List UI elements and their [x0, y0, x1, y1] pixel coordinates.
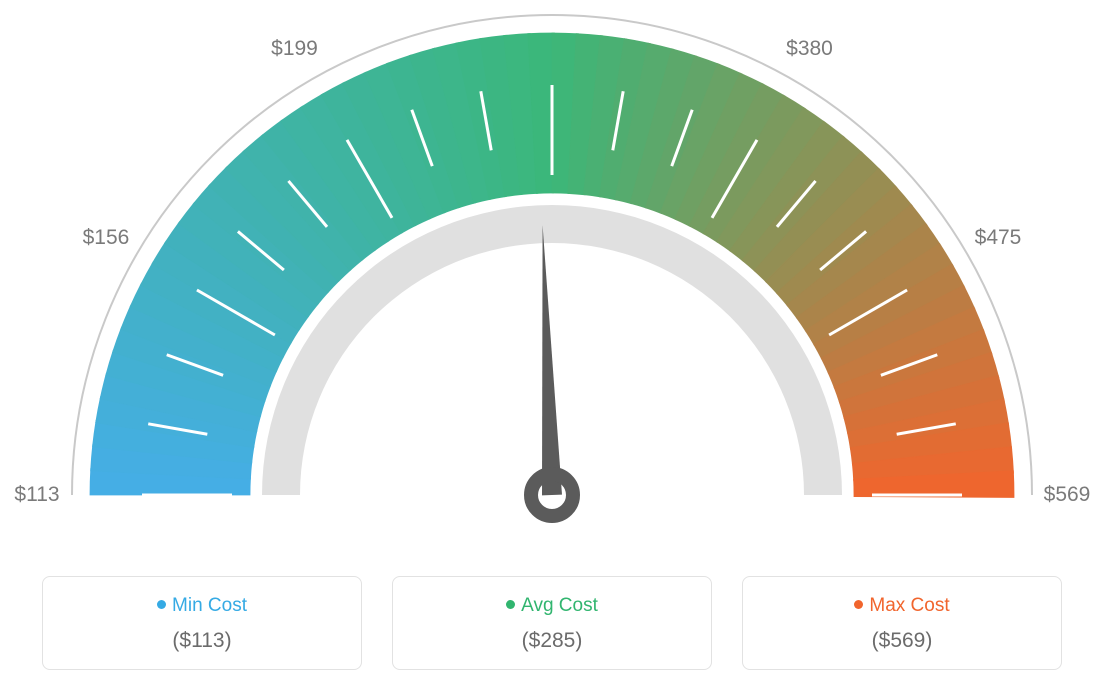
legend-value-min: ($113) — [53, 629, 351, 653]
gauge-area: $113$156$199$285$380$475$569 — [0, 0, 1104, 560]
gauge-svg — [0, 0, 1104, 560]
legend-dot-max — [854, 600, 863, 609]
legend-card-min: Min Cost ($113) — [42, 576, 362, 670]
legend-title-avg: Avg Cost — [403, 595, 701, 617]
legend-card-avg: Avg Cost ($285) — [392, 576, 712, 670]
gauge-tick-label: $569 — [1044, 483, 1091, 507]
legend-dot-avg — [506, 600, 515, 609]
gauge-tick-label: $156 — [83, 226, 130, 250]
gauge-tick-label: $475 — [975, 226, 1022, 250]
legend-label-min: Min Cost — [172, 595, 247, 616]
legend-label-avg: Avg Cost — [521, 595, 598, 616]
legend-title-max: Max Cost — [753, 595, 1051, 617]
legend-title-min: Min Cost — [53, 595, 351, 617]
gauge-tick-label: $380 — [786, 37, 833, 61]
legend-label-max: Max Cost — [869, 595, 949, 616]
cost-gauge-widget: $113$156$199$285$380$475$569 Min Cost ($… — [0, 0, 1104, 690]
legend-value-avg: ($285) — [403, 629, 701, 653]
legend-value-max: ($569) — [753, 629, 1051, 653]
gauge-tick-label: $199 — [271, 37, 318, 61]
legend-dot-min — [157, 600, 166, 609]
gauge-tick-label: $113 — [14, 483, 59, 507]
legend-row: Min Cost ($113) Avg Cost ($285) Max Cost… — [0, 576, 1104, 670]
legend-card-max: Max Cost ($569) — [742, 576, 1062, 670]
